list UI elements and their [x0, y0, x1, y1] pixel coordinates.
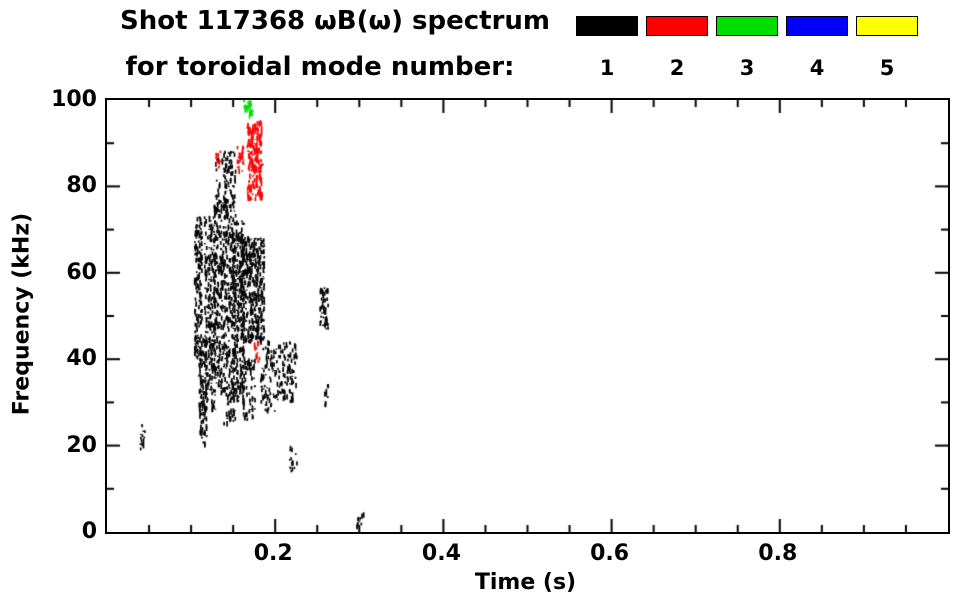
- x-tick-0.8: 0.8: [758, 541, 798, 566]
- x-axis-title: Time (s): [474, 570, 577, 595]
- y-tick-60: 60: [66, 259, 97, 285]
- y-tick-80: 80: [66, 173, 97, 199]
- legend-label-3: 3: [739, 56, 755, 80]
- plot-canvas: [107, 100, 948, 532]
- x-tick-0.2: 0.2: [253, 541, 293, 566]
- legend-label-1: 1: [599, 56, 615, 80]
- y-tick-20: 20: [66, 432, 97, 458]
- y-axis-title: Frequency (kHz): [9, 212, 35, 416]
- legend-swatch-1: [576, 16, 638, 36]
- chart-title-line1: Shot 117368 ωB(ω) spectrum: [120, 6, 550, 36]
- x-tick-0.6: 0.6: [590, 541, 630, 566]
- y-tick-40: 40: [66, 346, 97, 372]
- chart-title-line2: for toroidal mode number:: [125, 52, 515, 82]
- x-tick-0.4: 0.4: [421, 541, 461, 566]
- legend-label-2: 2: [669, 56, 685, 80]
- legend-swatch-3: [716, 16, 778, 36]
- y-tick-100: 100: [51, 87, 97, 112]
- legend-label-row: 1 2 3 4 5: [576, 56, 918, 80]
- y-tick-0: 0: [81, 519, 97, 544]
- legend-label-4: 4: [809, 56, 825, 80]
- legend-swatch-2: [646, 16, 708, 36]
- plot-area: [105, 98, 950, 534]
- legend-swatch-row: [576, 16, 918, 36]
- legend-swatch-4: [786, 16, 848, 36]
- legend-swatch-5: [856, 16, 918, 36]
- legend-label-5: 5: [879, 56, 895, 80]
